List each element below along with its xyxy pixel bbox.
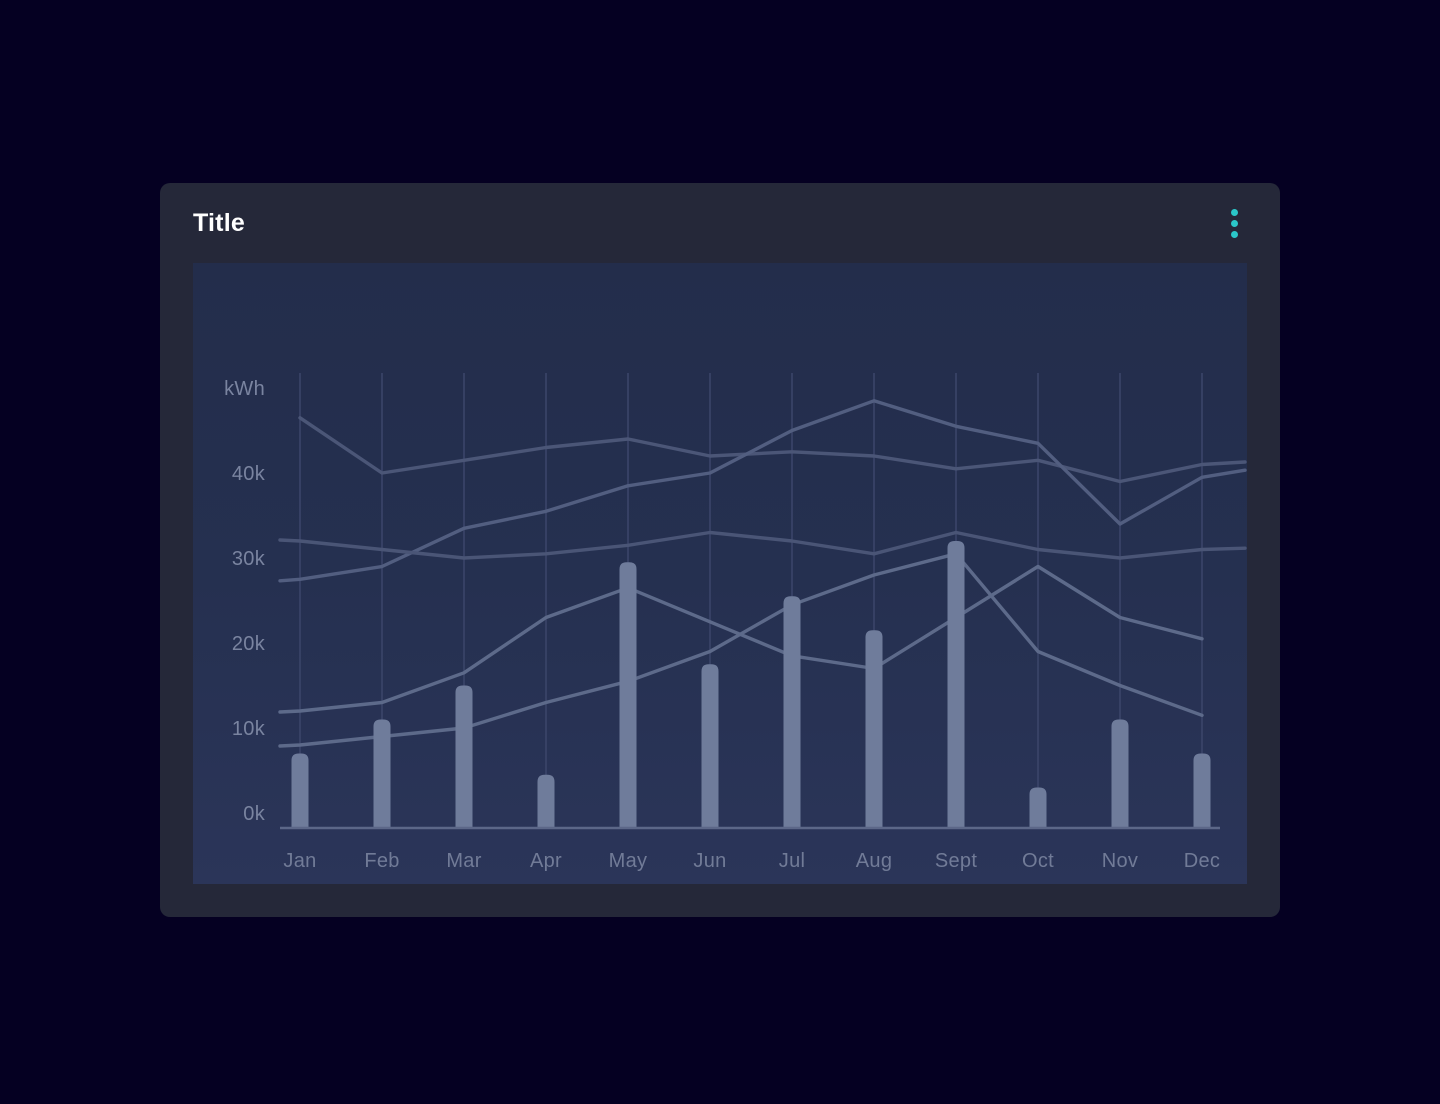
card-header: Title [160, 183, 1280, 263]
x-tick-label-jul: Jul [779, 850, 805, 872]
kebab-menu-icon [1231, 230, 1238, 238]
x-tick-label-sept: Sept [935, 850, 977, 872]
x-tick-label-aug: Aug [856, 850, 893, 872]
bar-jan [291, 753, 309, 828]
line-series-2 [278, 399, 1247, 583]
chart-card: Title 0k 10k 20k 30k 40k kWh Jan Feb Mar Apr May Ju… [160, 183, 1280, 917]
line-series-4 [278, 564, 1204, 714]
x-tick-label-dec: Dec [1184, 850, 1220, 872]
bar-may [619, 562, 637, 828]
bar-apr [537, 774, 555, 828]
x-tick-label-apr: Apr [530, 850, 562, 872]
x-tick-label-jun: Jun [693, 850, 726, 872]
bar-nov [1111, 719, 1129, 828]
bar-sept [947, 541, 965, 828]
y-tick-label-0k: 0k [243, 803, 265, 825]
bar-feb [373, 719, 391, 828]
card-title: Title [193, 208, 245, 237]
bar-jun [701, 664, 719, 828]
bar-oct [1029, 787, 1047, 828]
kebab-menu-icon [1231, 219, 1238, 227]
x-tick-label-mar: Mar [446, 850, 481, 872]
y-tick-label-10k: 10k [232, 718, 266, 740]
bar-aug [865, 630, 883, 828]
line-series-3 [278, 530, 1247, 560]
kebab-menu-icon [1231, 208, 1238, 216]
x-tick-label-nov: Nov [1102, 850, 1138, 872]
x-tick-label-jan: Jan [283, 850, 316, 872]
chart-canvas: 0k 10k 20k 30k 40k kWh Jan Feb Mar Apr May Jun Jul Au… [224, 373, 1247, 872]
x-tick-label-feb: Feb [364, 850, 399, 872]
chart-panel: 0k 10k 20k 30k 40k kWh Jan Feb Mar Apr May Jun Jul Au… [193, 263, 1247, 884]
x-tick-label-may: May [609, 850, 648, 872]
y-tick-label-40k: 40k [232, 463, 266, 485]
bar-dec [1193, 753, 1211, 828]
bar-jul [783, 596, 801, 828]
line-series-1 [298, 416, 1247, 484]
x-tick-label-oct: Oct [1022, 850, 1054, 872]
y-tick-label-30k: 30k [232, 548, 266, 570]
y-axis-unit-label: kWh [224, 378, 265, 400]
kebab-menu-button[interactable] [1223, 203, 1246, 244]
bar-mar [455, 685, 473, 828]
y-tick-label-20k: 20k [232, 633, 266, 655]
